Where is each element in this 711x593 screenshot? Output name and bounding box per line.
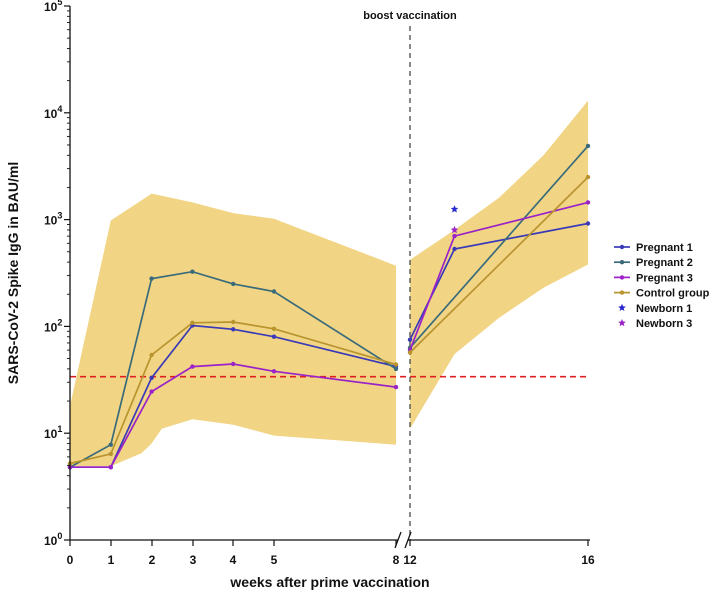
legend-item: Pregnant 1: [614, 242, 693, 254]
boost-vaccination-label: boost vaccination: [363, 10, 457, 22]
data-point: [585, 174, 591, 180]
data-point: [393, 362, 399, 367]
legend-marker: [619, 290, 625, 295]
data-point: [190, 320, 195, 325]
data-point: [231, 327, 236, 332]
data-point: [452, 246, 457, 252]
legend-marker: [619, 275, 625, 280]
data-point: [108, 442, 114, 447]
legend-star-icon: [618, 303, 626, 311]
legend: Pregnant 1 Pregnant 2 Pregnant 3 Control gr…: [614, 242, 710, 330]
data-point: [231, 361, 236, 367]
data-point: [108, 451, 114, 457]
data-point: [393, 366, 399, 372]
legend-label: Pregnant 3: [636, 272, 693, 284]
y-tick-label: 101: [44, 424, 62, 441]
series-line: [409, 145, 589, 349]
data-point: [407, 337, 413, 342]
x-tick-labels: 0 1 2 3 4 5 8 12 16: [67, 553, 595, 567]
data-point: [585, 200, 591, 205]
y-tick-labels: 100 101 102 103 104 105: [44, 0, 62, 548]
y-tick-label: 104: [44, 104, 62, 121]
range-band: [70, 100, 588, 467]
legend-item: Control group: [614, 288, 710, 300]
legend-item: Pregnant 3: [614, 272, 693, 284]
y-tick-label: 105: [44, 0, 62, 14]
x-tick-label: 12: [403, 553, 417, 567]
newborn-3-star: [450, 225, 459, 234]
data-point: [407, 350, 413, 355]
y-tick-label: 102: [44, 317, 62, 334]
data-point: [271, 369, 277, 374]
axis-break-mark: [404, 531, 412, 549]
data-point: [190, 269, 195, 274]
data-point: [149, 276, 154, 281]
legend-star-icon: [618, 319, 626, 327]
data-point: [149, 389, 154, 394]
legend-label: Newborn 1: [636, 303, 692, 315]
newborn-markers: [450, 205, 459, 234]
legend-label: Newborn 3: [636, 318, 692, 330]
series-control-group: [67, 174, 591, 466]
legend-marker: [619, 244, 625, 250]
series-pregnant-3: [67, 200, 591, 470]
x-tick-label: 2: [149, 553, 156, 567]
y-tick-label: 100: [44, 531, 62, 548]
data-point: [190, 364, 195, 369]
axes: [64, 5, 590, 549]
x-tick-label: 1: [108, 553, 115, 567]
y-axis-title: SARS-CoV-2 Spike IgG in BAU/ml: [5, 162, 21, 384]
legend-item: Pregnant 2: [614, 257, 693, 269]
data-point: [108, 465, 114, 470]
data-point: [231, 319, 236, 325]
legend-item: Newborn 3: [618, 318, 692, 330]
x-tick-label: 5: [271, 553, 278, 567]
y-tick-label: 103: [44, 211, 62, 228]
data-point: [585, 143, 591, 149]
series-layer: [67, 143, 591, 470]
x-tick-label: 4: [230, 553, 237, 567]
newborn-1-star: [450, 205, 459, 213]
data-point: [231, 281, 236, 287]
data-point: [149, 352, 154, 358]
x-tick-label: 8: [393, 553, 400, 567]
legend-label: Pregnant 1: [636, 242, 693, 254]
legend-label: Control group: [636, 288, 710, 300]
data-point: [452, 233, 457, 239]
x-tick-label: 3: [190, 553, 197, 567]
data-point: [271, 334, 277, 339]
series-line: [409, 176, 589, 354]
x-tick-label: 16: [581, 553, 595, 567]
data-point: [271, 289, 277, 294]
x-axis-title: weeks after prime vaccination: [229, 574, 429, 590]
x-tick-label: 0: [67, 553, 74, 567]
data-point: [393, 384, 399, 390]
data-point: [149, 375, 154, 380]
data-point: [585, 221, 591, 226]
data-point: [271, 326, 277, 331]
legend-label: Pregnant 2: [636, 257, 693, 269]
legend-marker: [619, 260, 625, 265]
legend-item: Newborn 1: [618, 303, 692, 315]
